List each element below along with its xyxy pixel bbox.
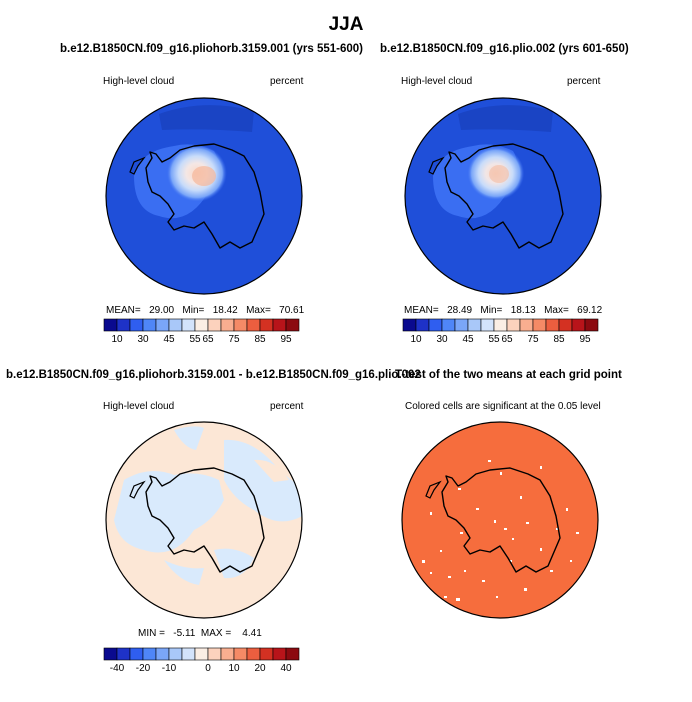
colorbar-box <box>285 318 300 332</box>
colorbar-box <box>402 318 417 332</box>
colorbar-box <box>285 647 300 661</box>
colorbar-box <box>168 647 183 661</box>
panel4-title: T-test of the two means at each grid poi… <box>395 369 622 381</box>
colorbar-box <box>233 647 248 661</box>
colorbar-box <box>467 318 482 332</box>
panel1-title: b.e12.B1850CN.f09_g16.pliohorb.3159.001 … <box>60 43 363 55</box>
colorbar-box <box>415 318 430 332</box>
colorbar-tick-label: 65 <box>202 334 214 345</box>
colorbar-box <box>194 318 209 332</box>
panel4-subtitle: Colored cells are significant at the 0.0… <box>405 401 601 412</box>
colorbar-tick-label: 95 <box>579 334 591 345</box>
colorbar-box <box>129 318 144 332</box>
panel3-colorbar-labels: -40 -20 -10 0 10 20 40 <box>104 663 299 677</box>
colorbar-box <box>506 318 521 332</box>
colorbar-box <box>233 318 248 332</box>
colorbar-box <box>493 318 508 332</box>
colorbar-tick-label: 0 <box>205 663 211 674</box>
colorbar-box <box>454 318 469 332</box>
panel2-stats: MEAN= 28.49 Min= 18.13 Max= 69.12 <box>404 305 603 316</box>
colorbar-tick-label: 75 <box>228 334 240 345</box>
colorbar-box <box>194 647 209 661</box>
panel2-colorbar-labels: 10 30 45 55 65 75 85 95 <box>403 334 598 348</box>
panel3-units-label: percent <box>270 401 304 412</box>
colorbar-box <box>155 318 170 332</box>
panel2-colorbar <box>402 318 599 332</box>
panel4-ttest-map <box>401 421 599 619</box>
colorbar-box <box>571 318 586 332</box>
colorbar-tick-label: 30 <box>436 334 448 345</box>
colorbar-tick-label: 10 <box>111 334 123 345</box>
colorbar-tick-label: 40 <box>280 663 292 674</box>
colorbar-tick-label: 10 <box>410 334 422 345</box>
colorbar-box <box>116 647 131 661</box>
panel1-variable-label: High-level cloud <box>103 76 175 87</box>
colorbar-tick-label: 75 <box>527 334 539 345</box>
colorbar-tick-label: 85 <box>553 334 565 345</box>
colorbar-box <box>207 318 222 332</box>
colorbar-box <box>207 647 222 661</box>
panel1-colorbar <box>103 318 300 332</box>
colorbar-box <box>142 647 157 661</box>
colorbar-box <box>181 647 196 661</box>
colorbar-box <box>584 318 599 332</box>
colorbar-tick-label: -40 <box>109 663 125 674</box>
panel2-polar-map <box>404 97 602 295</box>
colorbar-tick-label: 45 <box>163 334 175 345</box>
panel1-colorbar-labels: 10 30 45 55 65 75 85 95 <box>104 334 299 348</box>
colorbar-box <box>142 318 157 332</box>
panel3-stats: MIN = -5.11 MAX = 4.41 <box>138 628 262 639</box>
colorbar-box <box>441 318 456 332</box>
panel3-difference-map <box>105 421 303 619</box>
colorbar-tick-label: -10 <box>161 663 177 674</box>
colorbar-box <box>246 647 261 661</box>
panel3-colorbar <box>103 647 300 661</box>
colorbar-box <box>480 318 495 332</box>
colorbar-box <box>220 318 235 332</box>
colorbar-box <box>272 647 287 661</box>
colorbar-tick-label: 20 <box>254 663 266 674</box>
panel2-variable-label: High-level cloud <box>401 76 473 87</box>
panel3-title: b.e12.B1850CN.f09_g16.pliohorb.3159.001 … <box>6 369 421 381</box>
colorbar-box <box>272 318 287 332</box>
colorbar-tick-label: 55 <box>488 334 500 345</box>
panel3-variable-label: High-level cloud <box>103 401 175 412</box>
figure-title: JJA <box>328 14 364 35</box>
colorbar-box <box>259 318 274 332</box>
colorbar-box <box>220 647 235 661</box>
colorbar-box <box>259 647 274 661</box>
panel1-units-label: percent <box>270 76 304 87</box>
colorbar-box <box>129 647 144 661</box>
colorbar-tick-label: 45 <box>462 334 474 345</box>
colorbar-box <box>181 318 196 332</box>
colorbar-box <box>558 318 573 332</box>
colorbar-tick-label: 95 <box>280 334 292 345</box>
panel2-title: b.e12.B1850CN.f09_g16.plio.002 (yrs 601-… <box>380 43 629 55</box>
colorbar-tick-label: 85 <box>254 334 266 345</box>
colorbar-box <box>519 318 534 332</box>
panel1-stats: MEAN= 29.00 Min= 18.42 Max= 70.61 <box>106 305 305 316</box>
colorbar-box <box>116 318 131 332</box>
colorbar-box <box>532 318 547 332</box>
colorbar-box <box>428 318 443 332</box>
panel2-units-label: percent <box>567 76 601 87</box>
panel1-polar-map <box>105 97 303 295</box>
colorbar-tick-label: 65 <box>501 334 513 345</box>
colorbar-box <box>246 318 261 332</box>
colorbar-tick-label: 55 <box>189 334 201 345</box>
colorbar-box <box>155 647 170 661</box>
colorbar-tick-label: -20 <box>135 663 151 674</box>
colorbar-box <box>103 318 118 332</box>
colorbar-box <box>168 318 183 332</box>
colorbar-box <box>545 318 560 332</box>
colorbar-box <box>103 647 118 661</box>
colorbar-tick-label: 10 <box>228 663 240 674</box>
colorbar-tick-label: 30 <box>137 334 149 345</box>
